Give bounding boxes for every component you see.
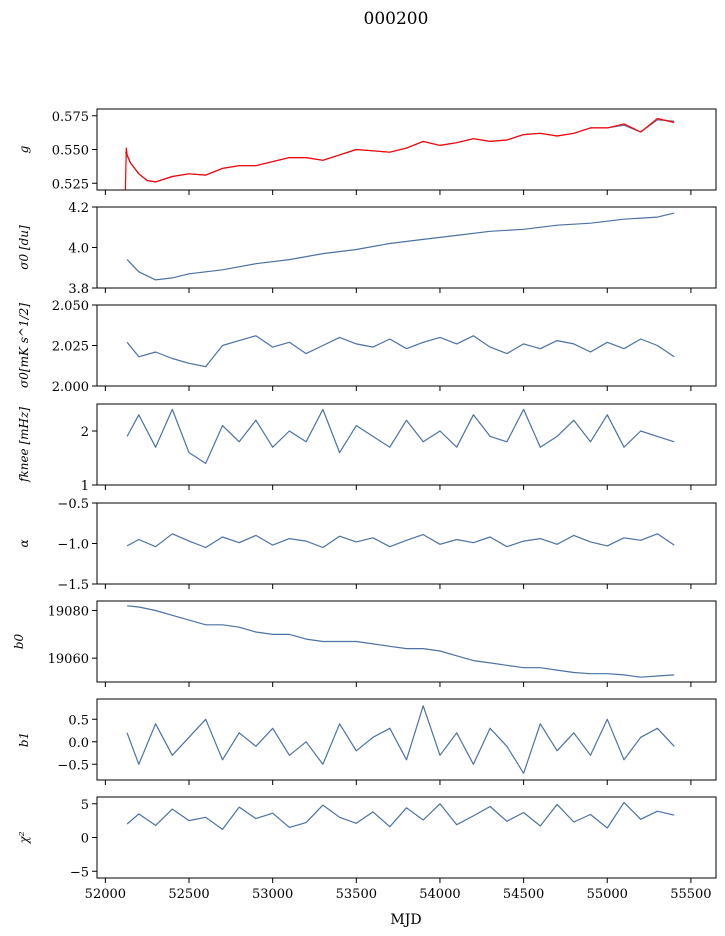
axes-frame [96, 304, 717, 387]
y-tick-label: 2.050 [52, 299, 89, 314]
panel-7: −0.5 0.0 0.5 b1 [17, 698, 717, 785]
y-tick-label: −1.5 [57, 578, 89, 593]
x-tick-label: 54500 [503, 887, 544, 902]
series-line-5-1 [126, 533, 675, 549]
x-axis-label: MJD [390, 912, 421, 928]
y-axis-label: σ0[mK s^1/2] [17, 303, 31, 388]
axes-frame [96, 403, 717, 486]
x-tick-label: 55000 [587, 887, 628, 902]
x-tick-label: 53500 [336, 887, 377, 902]
y-tick-label: 0.575 [52, 110, 89, 125]
y-tick-label: 0 [81, 832, 89, 847]
y-tick-label: 0.5 [68, 713, 89, 728]
x-tick-label: 52500 [168, 887, 209, 902]
axes-frame [96, 502, 717, 585]
panel-5: −1.5 −1.0 −0.5 α [17, 497, 717, 593]
y-tick-label: 1 [81, 479, 89, 494]
panel-1: 0.525 0.550 0.575 g [17, 108, 717, 195]
y-tick-label: 0.525 [52, 177, 89, 192]
panel-3: 2.000 2.025 2.050 σ0[mK s^1/2] [17, 299, 717, 395]
y-axis-label: b1 [17, 732, 31, 747]
x-tick-label: 54000 [419, 887, 460, 902]
y-tick-label: 19060 [48, 652, 89, 667]
y-tick-label: 2 [81, 425, 89, 440]
y-tick-label: 4.2 [68, 201, 89, 216]
y-tick-label: 19080 [48, 605, 89, 620]
axes-frame [96, 108, 717, 191]
series-line-8-1 [126, 801, 675, 831]
y-tick-label: 3.8 [68, 282, 89, 297]
y-axis-label: b0 [12, 633, 26, 649]
panel-2: 3.8 4.0 4.2 σ0 [du] [17, 201, 717, 297]
y-axis-label: fknee [mHz] [17, 407, 31, 483]
figure-title: 000200 [364, 9, 429, 29]
y-axis-label: χ² [17, 831, 31, 844]
series-line-2-1 [126, 212, 675, 281]
y-axis-label: α [17, 539, 31, 547]
y-tick-label: 2.025 [52, 340, 89, 355]
panel-4: 1 2 fknee [mHz] [17, 403, 717, 494]
series-line-1-2 [124, 117, 675, 190]
axes-frame [96, 698, 717, 781]
series-line-1-1 [124, 119, 675, 183]
axes-frame [96, 796, 717, 879]
y-tick-label: 0.550 [52, 144, 89, 159]
x-tick-label: 53000 [252, 887, 293, 902]
series-line-6-1 [127, 605, 675, 678]
y-tick-label: 2.000 [52, 380, 89, 395]
series-line-4-1 [126, 408, 675, 464]
y-axis-label: g [17, 145, 31, 153]
y-tick-label: 0.0 [68, 736, 89, 751]
panel-8: −5 0 5 52000 52500 53000 53500 54000 54500 55000 5… [17, 796, 717, 902]
y-tick-label: 4.0 [68, 242, 89, 257]
y-tick-label: −0.5 [57, 497, 89, 512]
y-tick-label: −5 [70, 865, 89, 880]
panel-6: 19060 19080 b0 [12, 600, 717, 687]
y-tick-label: −0.5 [57, 758, 89, 773]
y-axis-label: σ0 [du] [17, 225, 31, 270]
x-tick-label: 55500 [670, 887, 711, 902]
series-line-7-1 [126, 705, 675, 774]
axes-frame [96, 600, 717, 683]
x-tick-label: 52000 [85, 887, 126, 902]
series-line-3-1 [126, 335, 675, 368]
y-tick-label: 5 [81, 798, 89, 813]
y-tick-label: −1.0 [57, 538, 89, 553]
